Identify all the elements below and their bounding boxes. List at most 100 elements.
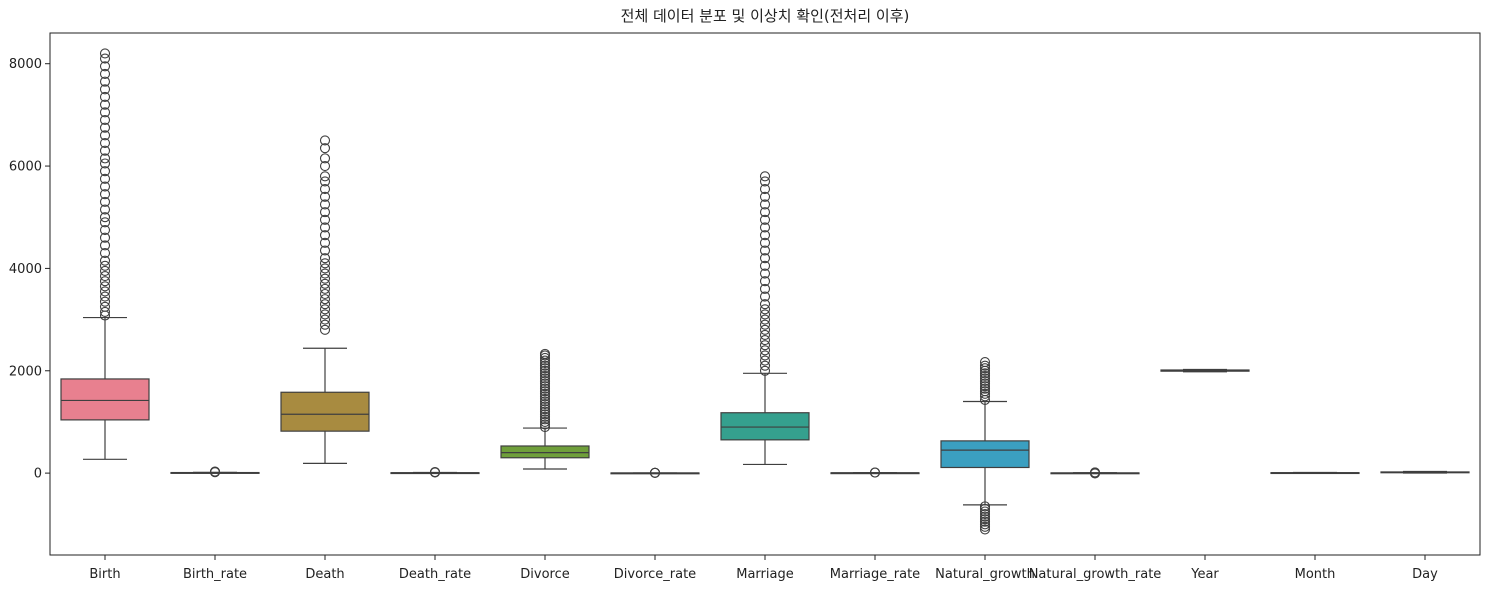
outlier-point (319, 283, 331, 294)
outlier-point (319, 153, 331, 164)
x-tick-label: Divorce (520, 567, 569, 582)
outlier-point (979, 370, 991, 381)
outlier-point (319, 319, 331, 330)
outlier-point (759, 365, 771, 376)
x-tick-label: Day (1412, 567, 1438, 582)
outlier-point (759, 345, 771, 356)
outlier-point (539, 365, 551, 376)
outlier-point (319, 161, 331, 172)
outlier-point (99, 291, 111, 302)
outlier-point (979, 381, 991, 392)
outlier-point (539, 406, 551, 417)
outlier-point (99, 196, 111, 207)
outlier-point (539, 414, 551, 425)
outlier-point (759, 360, 771, 371)
plot-frame (49, 32, 1481, 556)
outlier-point (979, 363, 991, 374)
outlier-point (319, 222, 331, 233)
outlier-point (99, 240, 111, 251)
outlier-point (539, 388, 551, 399)
outlier-point (99, 232, 111, 243)
outlier-point (319, 314, 331, 325)
outlier-point (99, 281, 111, 292)
outlier-point (979, 360, 991, 371)
outlier-point (979, 524, 991, 535)
outlier-point (759, 199, 771, 210)
outlier-point (99, 296, 111, 307)
outlier-point (99, 153, 111, 164)
outlier-point (319, 273, 331, 284)
outlier-point (539, 404, 551, 415)
box-group-day (1380, 470, 1470, 474)
outlier-point (99, 61, 111, 72)
outlier-point (319, 191, 331, 202)
outlier-point (99, 91, 111, 103)
outlier-point (979, 501, 991, 512)
outlier-point (99, 84, 111, 95)
outlier-point (979, 514, 991, 525)
y-tick-label: 2000 (9, 364, 42, 379)
box-body (60, 378, 150, 421)
outlier-point (99, 48, 111, 59)
x-tick-label: Death (305, 567, 344, 582)
box-group-birth-rate (170, 466, 260, 478)
y-tick-label: 4000 (9, 262, 42, 277)
outlier-point (319, 171, 331, 182)
outlier-point (209, 466, 221, 477)
box-group-year (1160, 368, 1250, 373)
x-tick-label: Natural_growth_rate (1029, 567, 1162, 582)
box-group-death (280, 135, 370, 464)
outlier-point (99, 76, 111, 87)
box-body (500, 445, 590, 459)
outlier-point (759, 245, 771, 256)
outlier-point (99, 173, 111, 184)
outlier-point (99, 145, 111, 156)
outlier-point (539, 416, 551, 427)
outlier-point (759, 291, 771, 302)
outlier-point (99, 99, 111, 110)
outlier-point (99, 204, 111, 215)
x-tick-label: Divorce_rate (614, 567, 696, 582)
outlier-point (99, 217, 111, 228)
outlier-point (979, 375, 991, 387)
outlier-point (319, 324, 331, 335)
outlier-point (979, 521, 991, 532)
box-group-divorce (500, 348, 590, 470)
outlier-point (759, 207, 771, 218)
x-tick-label: Month (1295, 567, 1336, 582)
outlier-point (539, 419, 551, 430)
outlier-point (99, 301, 111, 312)
outlier-point (319, 207, 331, 218)
outlier-point (539, 409, 551, 420)
outlier-point (99, 114, 111, 126)
outlier-point (759, 304, 771, 315)
outlier-point (759, 276, 771, 287)
outlier-point (979, 368, 991, 379)
outlier-point (979, 519, 991, 530)
outlier-point (979, 509, 991, 520)
outlier-point (759, 191, 771, 202)
x-tick-label: Marriage (736, 567, 793, 582)
outlier-point (99, 255, 111, 266)
outlier-point (759, 268, 771, 279)
outlier-point (319, 199, 331, 210)
outlier-point (759, 222, 771, 233)
outlier-point (539, 352, 551, 364)
box-body (940, 440, 1030, 469)
outlier-point (99, 306, 111, 317)
box-body (280, 391, 370, 432)
outlier-point (539, 396, 551, 407)
y-tick-label: 0 (34, 467, 42, 482)
outlier-point (759, 237, 771, 248)
outlier-point (99, 158, 111, 169)
x-tick-label: Death_rate (399, 567, 471, 582)
outlier-point (759, 283, 771, 294)
outlier-point (979, 386, 991, 397)
chart-title: 전체 데이터 분포 및 이상치 확인(전처리 이후) (621, 7, 910, 25)
outlier-point (759, 340, 771, 351)
outlier-point (649, 467, 661, 478)
y-tick-label: 6000 (9, 160, 42, 175)
outlier-point (979, 516, 991, 527)
box-group-marriage (720, 171, 810, 466)
